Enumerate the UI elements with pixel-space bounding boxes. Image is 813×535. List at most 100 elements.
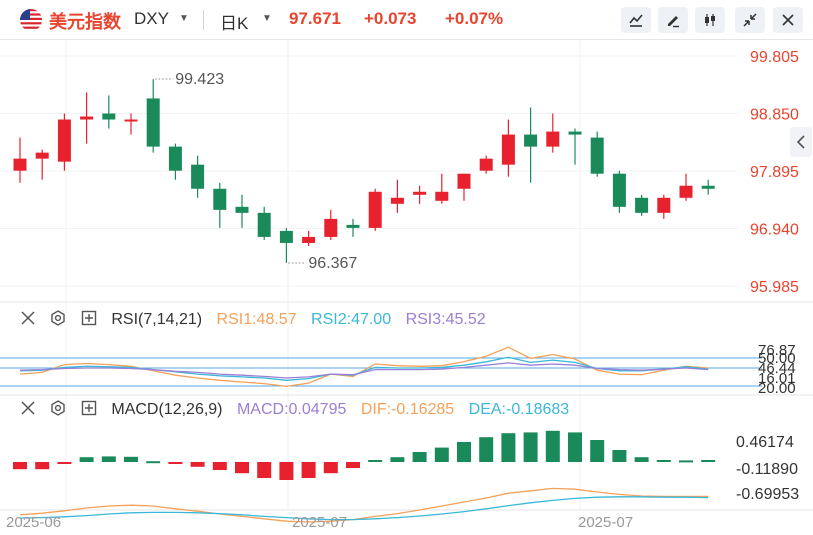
candle-body (235, 206, 249, 213)
rsi-tick-label: 20.00 (758, 380, 796, 397)
candle-body (368, 191, 382, 228)
candle-body (546, 131, 560, 147)
candle-body (679, 185, 693, 198)
macd-tick-label: -0.11890 (736, 461, 798, 478)
candle-body (590, 137, 604, 174)
macd-bar (101, 456, 116, 462)
price-tick-label: 99.805 (750, 49, 799, 66)
rsi-title: RSI(7,14,21) (111, 311, 203, 328)
candle-body (191, 164, 205, 189)
x-tick-label: 2025-07 (578, 514, 633, 531)
macd-bar (501, 433, 516, 462)
macd-bar (390, 457, 405, 462)
macd-bar (656, 460, 671, 462)
macd-bar (79, 457, 94, 462)
macd-bar (279, 462, 294, 480)
close-icon[interactable] (20, 310, 36, 326)
last-price: 97.671 (289, 9, 341, 28)
dif-value: DIF:-0.16285 (360, 401, 455, 418)
candle-body (657, 197, 671, 213)
macd-bar (346, 462, 360, 468)
macd-bar (701, 460, 716, 462)
price-tick-label: 97.895 (750, 164, 799, 181)
macd-title: MACD(12,26,9) (111, 401, 223, 418)
macd-header: MACD(12,26,9) MACD:0.04795 DIF:-0.16285 … (20, 400, 579, 419)
draw-button[interactable] (658, 7, 688, 33)
candlestick-icon (705, 14, 715, 26)
x-tick-label: 2025-06 (6, 514, 61, 531)
candle-body (390, 197, 404, 204)
candle-body (146, 98, 160, 147)
annotation-high: 99.423 (175, 71, 224, 88)
plus-box-icon[interactable] (81, 400, 97, 416)
macd-bar (301, 462, 316, 478)
rsi-tick-label: 16.01 (758, 370, 796, 387)
candle-body (80, 116, 94, 120)
close-icon[interactable] (20, 400, 36, 416)
candle-body (457, 173, 471, 189)
line-chart-icon (629, 14, 643, 27)
candle-body (102, 113, 116, 120)
candle-body (346, 224, 360, 228)
candle-body (57, 119, 71, 162)
macd-bar (679, 460, 693, 463)
macd-bar (124, 456, 138, 462)
macd-bar (212, 462, 227, 470)
dea-value: DEA:-0.18683 (468, 401, 570, 418)
candle-body (213, 188, 227, 210)
header-bar: 美元指数 DXY ▼ 日K ▼ 97.671 +0.073 +0.07% (0, 0, 813, 40)
divider (203, 10, 204, 30)
macd-bar (168, 462, 183, 464)
candlestick-button[interactable] (695, 7, 725, 33)
macd-bar (612, 450, 627, 462)
collapse-icon (743, 13, 757, 27)
dif-line (19, 487, 709, 523)
candle-body (302, 236, 316, 243)
price-change: +0.073 (364, 9, 417, 28)
settings-icon[interactable] (50, 400, 66, 416)
macd-bar (190, 462, 205, 467)
macd-bar (146, 461, 161, 464)
side-panel-toggle[interactable] (790, 127, 812, 157)
rsi1-value: RSI1:48.57 (216, 311, 297, 328)
line-chart-button[interactable] (621, 7, 651, 33)
candle-body (568, 131, 582, 135)
period-selector[interactable]: 日K (220, 14, 249, 33)
settings-icon[interactable] (50, 310, 66, 326)
instrument-name[interactable]: 美元指数 (49, 12, 121, 32)
instrument-code[interactable]: DXY (134, 9, 169, 28)
draw-pencil-icon (668, 16, 679, 28)
caret-down-icon[interactable]: ▼ (262, 13, 272, 24)
macd-bar (257, 462, 272, 478)
dea-line (19, 496, 709, 521)
candle-body (501, 134, 515, 165)
candle-body (279, 230, 293, 243)
price-tick-label: 95.985 (750, 279, 799, 296)
macd-bar (323, 462, 338, 474)
macd-bar (568, 432, 582, 462)
macd-bar (13, 462, 27, 470)
candle-body (701, 185, 715, 189)
rsi3-line (19, 362, 709, 379)
candle-body (257, 212, 271, 237)
x-tick-label: 2025-07 (292, 514, 347, 531)
candle-body (168, 146, 182, 171)
rsi-tick-label: 50.00 (758, 350, 796, 367)
macd-bar (35, 462, 50, 470)
rsi-tick-label: 46.44 (758, 360, 796, 377)
candle-body (479, 158, 493, 171)
macd-bar (368, 460, 383, 462)
caret-down-icon[interactable]: ▼ (179, 13, 189, 24)
macd-tick-label: 0.46174 (736, 434, 794, 451)
price-tick-label: 96.940 (750, 222, 799, 239)
macd-bar (235, 462, 249, 474)
macd-bar (57, 462, 72, 464)
us-flag-icon (20, 9, 42, 31)
rsi2-value: RSI2:47.00 (311, 311, 392, 328)
rsi3-value: RSI3:45.52 (405, 311, 486, 328)
close-button[interactable] (773, 7, 803, 33)
close-icon (782, 14, 794, 26)
plus-box-icon[interactable] (81, 310, 97, 326)
collapse-button[interactable] (735, 7, 765, 33)
